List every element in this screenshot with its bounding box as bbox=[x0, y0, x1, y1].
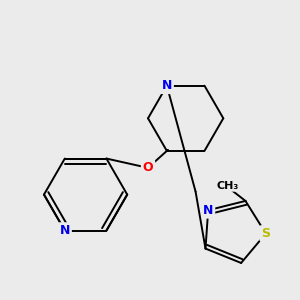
Text: S: S bbox=[261, 227, 270, 240]
Text: CH₃: CH₃ bbox=[217, 181, 239, 191]
Text: N: N bbox=[162, 79, 172, 92]
Text: N: N bbox=[60, 224, 70, 237]
Text: N: N bbox=[203, 204, 213, 217]
Text: O: O bbox=[143, 161, 153, 174]
